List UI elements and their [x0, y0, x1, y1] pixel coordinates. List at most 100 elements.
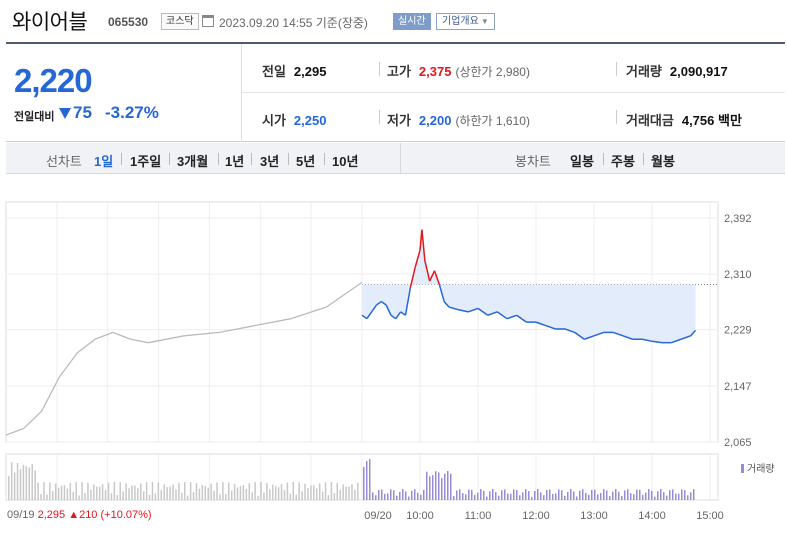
volume-bar — [19, 469, 22, 500]
divider — [616, 62, 617, 76]
divider — [603, 153, 604, 165]
lower-limit: (하한가 1,610) — [455, 114, 530, 128]
volume-bar — [34, 470, 36, 500]
volume-bar — [84, 492, 86, 500]
divider — [251, 153, 252, 165]
volume-bar — [52, 490, 54, 500]
volume-bar — [543, 495, 545, 500]
stat-open: 시가 2,250 — [262, 110, 326, 129]
price-line-segment — [468, 307, 479, 313]
volume-bar — [342, 484, 344, 500]
volume-bar — [606, 490, 608, 500]
divider — [324, 153, 325, 165]
price-line-segment — [516, 314, 527, 323]
company-info-button[interactable]: 기업개요 ▼ — [436, 13, 495, 30]
volume-bar — [660, 489, 662, 500]
price-panel: 2,220 전일대비 75 -3.27% — [6, 44, 242, 142]
volume-bar — [372, 492, 374, 500]
volume-bar — [184, 482, 186, 500]
volume-bar — [480, 489, 482, 500]
period-option-5y[interactable]: 5년 — [296, 154, 316, 169]
volume-bar — [345, 486, 347, 500]
volume-bar — [510, 493, 512, 500]
volume-bar — [60, 485, 63, 500]
volume-bar — [504, 489, 506, 500]
divider — [379, 110, 380, 124]
volume-bar — [447, 471, 449, 500]
volume-bar — [612, 491, 614, 500]
volume-bar — [522, 492, 524, 500]
volume-bar — [420, 494, 422, 500]
volume-bar — [567, 491, 569, 500]
period-option-10y[interactable]: 10년 — [332, 154, 359, 169]
volume-bar — [357, 482, 359, 500]
current-price: 2,220 — [14, 62, 93, 99]
price-line-segment — [487, 311, 498, 316]
volume-bar — [324, 482, 327, 500]
volume-bar — [654, 496, 656, 500]
volume-bar — [96, 486, 98, 500]
volume-bar — [31, 463, 33, 500]
candle-option-daily[interactable]: 일봉 — [570, 154, 594, 169]
volume-bar — [113, 482, 116, 500]
volume-bar — [468, 489, 470, 500]
volume-bar — [69, 483, 72, 500]
volume-bar — [333, 493, 336, 500]
volume-bar — [301, 491, 303, 500]
volume-bar — [283, 490, 286, 500]
candle-option-weekly[interactable]: 주봉 — [611, 154, 635, 169]
volume-bar — [495, 492, 497, 500]
volume-bar — [675, 493, 677, 500]
volume-bar — [348, 486, 350, 500]
volume-bar — [375, 495, 377, 500]
period-option-1w[interactable]: 1주일 — [130, 154, 162, 169]
volume-bar — [384, 493, 386, 500]
volume-bar — [172, 484, 174, 500]
volume-bar — [444, 473, 446, 500]
volume-bar — [87, 482, 89, 500]
stat-volume: 거래량 2,090,917 — [626, 61, 728, 80]
volume-bar — [339, 489, 341, 500]
period-option-1d[interactable]: 1일 — [94, 154, 114, 169]
prev-day-line — [5, 281, 363, 436]
price-line-segment — [400, 311, 406, 316]
volume-bar — [204, 485, 207, 500]
volume-bar — [537, 489, 539, 500]
volume-bar — [498, 495, 500, 500]
change-amount: 75 — [73, 103, 92, 122]
price-chart[interactable]: 2,392 2,310 2,229 2,147 2,065 09/20 10:00 11:00… — [0, 192, 787, 540]
volume-bar — [295, 494, 297, 500]
volume-bar — [298, 482, 300, 500]
stock-name[interactable]: 와이어블 — [12, 11, 88, 34]
volume-bar — [245, 488, 248, 500]
change-rate: -3.27% — [105, 103, 159, 122]
stat-label: 시가 — [262, 113, 286, 128]
candle-option-monthly[interactable]: 월봉 — [651, 154, 675, 169]
volume-bar — [603, 489, 605, 500]
volume-bar — [687, 495, 689, 500]
volume-bar — [40, 493, 42, 500]
volume-bar — [426, 471, 428, 500]
volume-bar — [186, 495, 189, 500]
volume-bar — [408, 496, 410, 500]
volume-bar — [131, 485, 133, 500]
volume-bar — [13, 472, 16, 500]
volume-bar — [210, 483, 212, 500]
volume-bar — [501, 490, 503, 500]
period-option-1y[interactable]: 1년 — [225, 154, 245, 169]
realtime-button[interactable]: 실시간 — [393, 13, 431, 30]
y-tick-label: 2,229 — [724, 325, 752, 337]
volume-bar — [684, 490, 686, 500]
divider — [616, 110, 617, 124]
price-line-segment — [564, 328, 575, 334]
period-option-3m[interactable]: 3개월 — [177, 154, 209, 169]
volume-bar — [414, 489, 416, 500]
volume-bar — [396, 495, 398, 500]
volume-bar — [254, 482, 256, 500]
volume-bar — [519, 495, 521, 500]
upper-limit: (상한가 2,980) — [455, 65, 530, 79]
period-option-3y[interactable]: 3년 — [260, 154, 280, 169]
price-line-segment — [366, 311, 373, 320]
volume-bar — [116, 495, 119, 500]
candle-chart-title: 봉차트 — [515, 154, 551, 169]
